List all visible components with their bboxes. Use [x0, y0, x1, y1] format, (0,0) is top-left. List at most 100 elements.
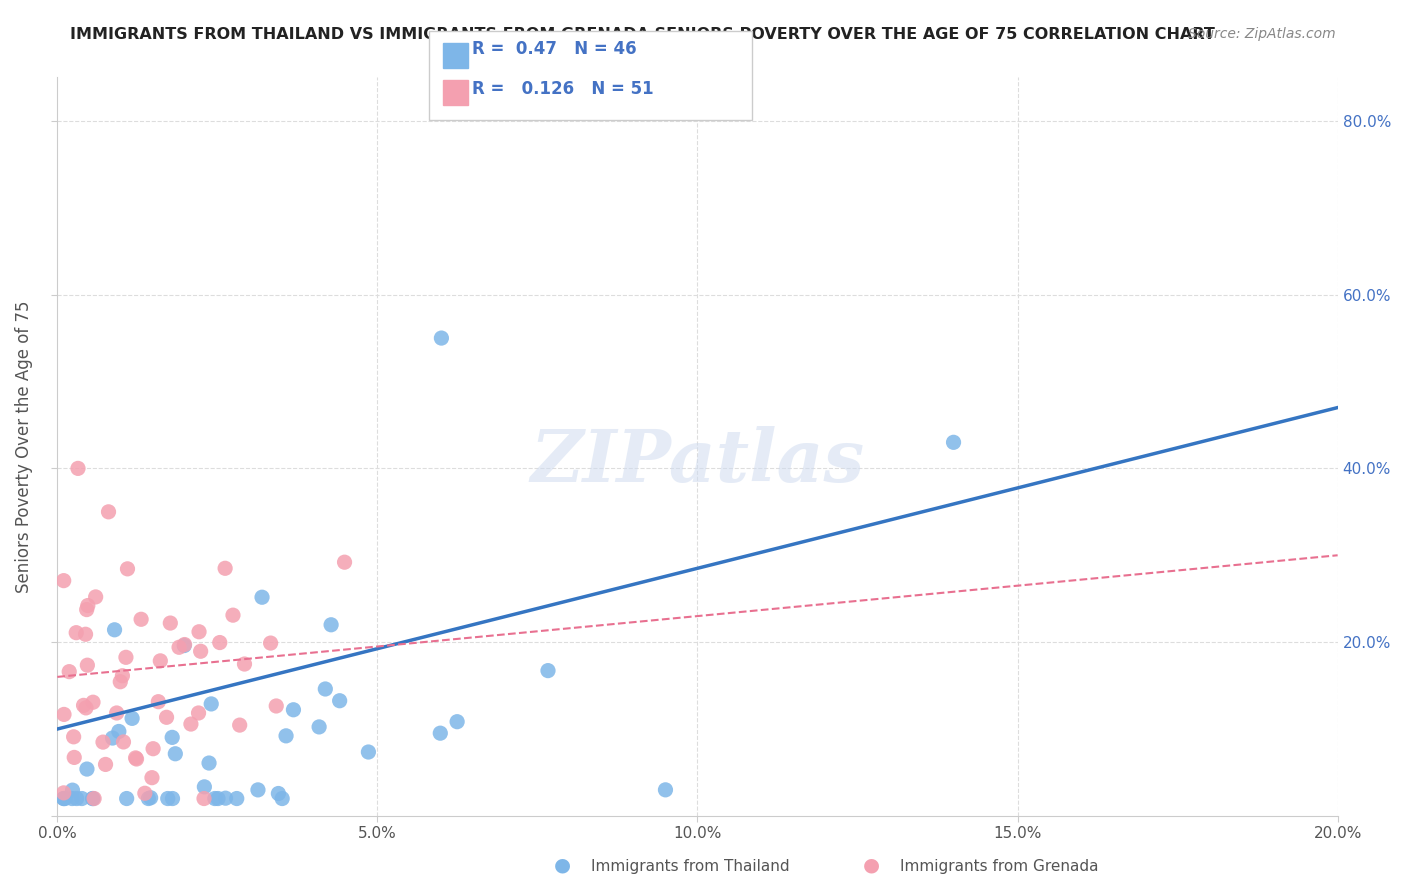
Point	[159, 616, 181, 631]
Text: Immigrants from Thailand: Immigrants from Thailand	[591, 859, 789, 874]
Point	[314, 681, 336, 696]
Point	[110, 674, 132, 689]
Text: Immigrants from Grenada: Immigrants from Grenada	[900, 859, 1098, 874]
Y-axis label: Seniors Poverty Over the Age of 75: Seniors Poverty Over the Age of 75	[15, 301, 32, 593]
Point	[446, 714, 468, 729]
Point	[187, 706, 209, 720]
Point	[91, 735, 114, 749]
Point	[225, 791, 247, 805]
Point	[193, 780, 215, 794]
Point	[160, 731, 183, 745]
Point	[537, 664, 560, 678]
Point	[155, 710, 177, 724]
Point	[208, 635, 231, 649]
Point	[83, 791, 105, 805]
Point	[124, 751, 146, 765]
Point	[214, 791, 236, 805]
Point	[134, 786, 156, 800]
Point	[429, 726, 451, 740]
Text: Source: ZipAtlas.com: Source: ZipAtlas.com	[1188, 27, 1336, 41]
Point	[82, 695, 104, 709]
Point	[108, 724, 131, 739]
Point	[82, 791, 104, 805]
Point	[198, 756, 221, 770]
Point	[141, 771, 163, 785]
Point	[60, 791, 83, 805]
Point	[129, 612, 152, 626]
Point	[58, 665, 80, 679]
Point	[430, 331, 453, 345]
Point	[188, 624, 211, 639]
Point	[117, 562, 139, 576]
Point	[222, 608, 245, 623]
Point	[333, 555, 356, 569]
Point	[207, 791, 229, 805]
Point	[76, 658, 98, 673]
Point	[259, 636, 281, 650]
Text: ●: ●	[863, 855, 880, 874]
Point	[156, 791, 179, 805]
Point	[76, 762, 98, 776]
Point	[200, 697, 222, 711]
Point	[267, 787, 290, 801]
Point	[53, 707, 76, 722]
Point	[173, 639, 195, 653]
Point	[62, 730, 84, 744]
Point	[53, 791, 76, 805]
Point	[101, 731, 124, 745]
Point	[65, 625, 87, 640]
Point	[942, 435, 965, 450]
Point	[84, 590, 107, 604]
Point	[250, 591, 273, 605]
Point	[70, 791, 93, 805]
Point	[142, 741, 165, 756]
Point	[138, 791, 160, 805]
Point	[52, 791, 75, 805]
Point	[115, 791, 138, 805]
Point	[62, 783, 84, 797]
Point	[94, 757, 117, 772]
Point	[283, 703, 305, 717]
Point	[82, 791, 104, 805]
Text: IMMIGRANTS FROM THAILAND VS IMMIGRANTS FROM GRENADA SENIORS POVERTY OVER THE AGE: IMMIGRANTS FROM THAILAND VS IMMIGRANTS F…	[70, 27, 1215, 42]
Point	[357, 745, 380, 759]
Point	[66, 461, 89, 475]
Point	[97, 505, 120, 519]
Point	[75, 627, 97, 641]
Point	[139, 790, 162, 805]
Point	[165, 747, 187, 761]
Point	[204, 791, 226, 805]
Point	[162, 791, 184, 805]
Text: ZIPatlas: ZIPatlas	[530, 426, 865, 497]
Point	[193, 791, 215, 805]
Point	[271, 791, 294, 805]
Point	[654, 782, 676, 797]
Point	[52, 574, 75, 588]
Point	[233, 657, 256, 671]
Point	[167, 640, 190, 655]
Point	[264, 698, 287, 713]
Point	[105, 706, 128, 720]
Point	[72, 698, 94, 713]
Point	[148, 695, 170, 709]
Point	[125, 752, 148, 766]
Point	[52, 791, 75, 805]
Point	[103, 623, 125, 637]
Point	[63, 750, 86, 764]
Point	[75, 701, 97, 715]
Point	[112, 735, 135, 749]
Point	[52, 786, 75, 800]
Text: R =   0.126   N = 51: R = 0.126 N = 51	[472, 80, 654, 98]
Point	[149, 654, 172, 668]
Point	[319, 617, 342, 632]
Point	[173, 638, 195, 652]
Text: ●: ●	[554, 855, 571, 874]
Point	[228, 718, 250, 732]
Point	[190, 644, 212, 658]
Point	[180, 717, 202, 731]
Point	[76, 602, 98, 616]
Point	[308, 720, 330, 734]
Point	[76, 599, 98, 613]
Point	[329, 694, 352, 708]
Point	[246, 783, 269, 797]
